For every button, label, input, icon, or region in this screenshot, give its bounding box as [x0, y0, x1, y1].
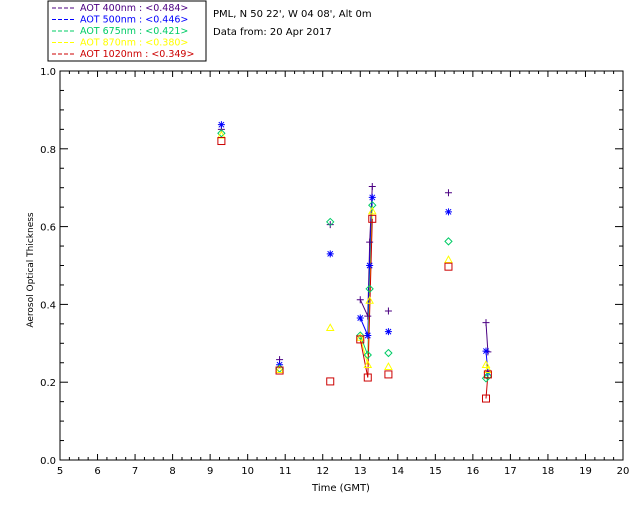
data-point-diamond: [481, 374, 491, 383]
x-tick-label: 11: [279, 466, 292, 477]
x-tick-label: 17: [504, 466, 517, 477]
x-tick-label: 19: [579, 466, 592, 477]
plot-area-frame: [59, 70, 624, 461]
data-point-square: [363, 373, 372, 382]
data-point-triangle: [363, 360, 373, 368]
legend-entry: AOT 400nm : <0.484>: [80, 3, 188, 14]
data-point-plus: [326, 221, 334, 229]
x-tick-label: 8: [169, 466, 175, 477]
y-tick-label: 0.8: [40, 145, 56, 156]
data-point-triangle: [444, 255, 453, 263]
data-point-plus: [366, 238, 374, 246]
data-point-diamond: [363, 350, 372, 360]
data-point-asterisk: [384, 328, 392, 336]
data-point-square: [368, 214, 377, 223]
x-tick-label: 6: [94, 466, 100, 477]
data-point-plus: [364, 312, 372, 320]
series-markers: [217, 121, 493, 403]
data-point-asterisk: [364, 332, 372, 340]
data-point-asterisk: [444, 208, 452, 216]
y-axis-label: Aerosol Optical Thickness: [26, 212, 36, 328]
chart-title-line-2: Data from: 20 Apr 2017: [213, 27, 332, 38]
legend-entry: AOT 500nm : <0.446>: [80, 15, 188, 26]
data-point-triangle: [367, 206, 377, 215]
x-tick-label: 18: [542, 466, 555, 477]
series-line: [359, 218, 373, 378]
axes: 5 6 7 8 9 10 11 12 13 14 15 16 17 18 19 20 0.0 0.2 0.4 0.6 0…: [40, 67, 629, 477]
legend-entry: AOT 675nm : <0.421>: [80, 26, 188, 37]
data-point-triangle: [483, 365, 493, 374]
data-point-diamond: [326, 217, 335, 227]
data-point-plus: [368, 183, 376, 191]
data-point-square: [384, 370, 393, 379]
data-point-plus: [384, 307, 392, 315]
x-tick-label: 16: [466, 466, 479, 477]
data-point-plus: [482, 319, 490, 327]
legend-entry: AOT 870nm : <0.380>: [80, 38, 188, 49]
data-point-asterisk: [366, 262, 374, 269]
y-tick-label: 0.2: [40, 378, 56, 389]
data-point-asterisk: [217, 121, 225, 129]
data-point-asterisk: [326, 250, 334, 258]
x-tick-label: 20: [617, 466, 630, 477]
chart-title-line-1: PML, N 50 22', W 04 08', Alt 0m: [213, 9, 372, 20]
data-point-diamond: [365, 284, 374, 294]
data-point-triangle: [365, 295, 374, 304]
data-point-square: [217, 137, 226, 146]
y-tick-label: 0.0: [40, 456, 56, 467]
data-point-plus: [356, 296, 364, 304]
data-point-square: [275, 366, 284, 375]
x-tick-label: 15: [429, 466, 442, 477]
data-point-square: [482, 394, 491, 403]
series-line: [359, 186, 373, 317]
legend: AOT 400nm : <0.484>AOT 500nm : <0.446>AO…: [47, 0, 207, 62]
data-point-diamond: [483, 372, 493, 381]
data-point-triangle: [325, 323, 335, 332]
legend-frame: [47, 0, 207, 62]
x-tick-label: 9: [207, 466, 213, 477]
x-tick-label: 14: [391, 466, 404, 477]
data-point-diamond: [368, 200, 377, 210]
data-point-diamond: [356, 331, 365, 340]
data-point-square: [444, 262, 453, 271]
data-point-asterisk: [482, 347, 490, 355]
data-point-diamond: [444, 237, 453, 246]
data-point-asterisk: [356, 314, 364, 322]
x-axis-label: Time (GMT): [311, 483, 370, 494]
series-line: [485, 322, 489, 352]
series-lines: [359, 186, 489, 399]
data-point-asterisk: [368, 193, 376, 201]
y-tick-label: 0.4: [40, 300, 56, 311]
data-point-diamond: [384, 348, 393, 358]
data-point-square: [326, 377, 335, 386]
x-tick-label: 12: [316, 466, 329, 477]
data-point-triangle: [355, 332, 365, 341]
data-point-triangle: [481, 360, 491, 368]
data-point-diamond: [217, 129, 226, 138]
x-tick-label: 5: [57, 466, 63, 477]
data-point-square: [356, 335, 365, 344]
x-tick-label: 13: [354, 466, 367, 477]
data-point-square: [483, 370, 492, 379]
data-point-plus: [444, 189, 452, 197]
data-point-triangle: [384, 362, 393, 370]
y-tick-label: 1.0: [40, 67, 56, 78]
x-tick-label: 7: [132, 466, 138, 477]
legend-entry: AOT 1020nm : <0.349>: [80, 49, 194, 60]
y-tick-label: 0.6: [40, 223, 56, 234]
x-tick-label: 10: [241, 466, 254, 477]
data-point-triangle: [275, 365, 284, 374]
